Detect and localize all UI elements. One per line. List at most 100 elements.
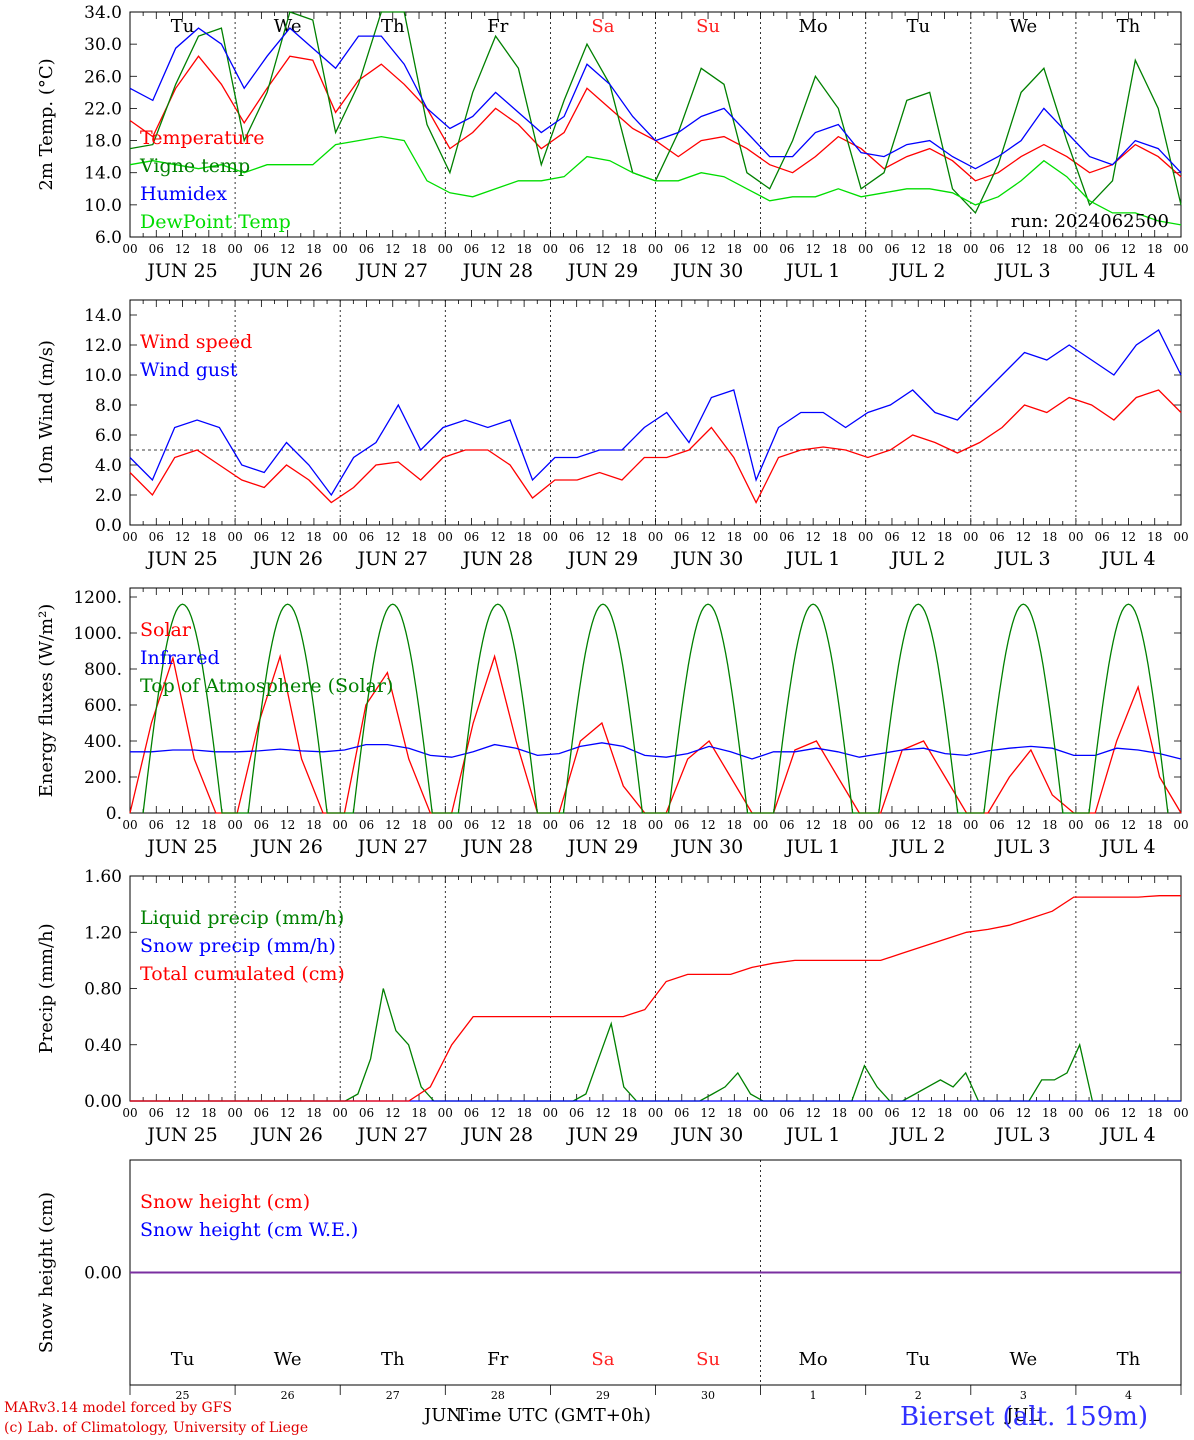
wind-hour-label: 00 <box>122 530 137 544</box>
temp-hour-label: 12 <box>280 242 295 256</box>
flux-hour-label: 06 <box>884 818 899 832</box>
wind-day-label: JUN 28 <box>461 548 533 570</box>
precip-hour-label: 00 <box>963 1106 978 1120</box>
flux-ytick-label: 1200. <box>73 588 122 608</box>
flux-hour-label: 12 <box>1121 818 1136 832</box>
temp-ytick-label: 6.0 <box>95 228 122 248</box>
temp-ytick-label: 14.0 <box>84 164 122 184</box>
model-credit: MARv3.14 model forced by GFS <box>4 1400 233 1416</box>
flux-hour-label: 00 <box>438 818 453 832</box>
flux-hour-label: 00 <box>122 818 137 832</box>
wind-hour-label: 00 <box>1068 530 1083 544</box>
wind-day-label: JUL 2 <box>889 548 945 570</box>
snow-ylabel: Snow height (cm) <box>36 1192 57 1353</box>
snow-day-number: 25 <box>176 1389 190 1402</box>
snow-day-number: 26 <box>281 1389 295 1402</box>
flux-hour-label: 12 <box>280 818 295 832</box>
flux-hour-label: 12 <box>595 818 610 832</box>
flux-hour-label: 06 <box>149 818 164 832</box>
temp-hour-label: 00 <box>1173 242 1188 256</box>
flux-hour-label: 12 <box>806 818 821 832</box>
snow-day-number: 27 <box>386 1389 400 1402</box>
flux-hour-label: 18 <box>1042 818 1057 832</box>
flux-hour-label: 00 <box>648 818 663 832</box>
precip-ytick-label: 1.20 <box>84 923 122 943</box>
temp-hour-label: 18 <box>937 242 952 256</box>
flux-hour-label: 12 <box>911 818 926 832</box>
precip-series-total-cumulated-cm- <box>130 895 1181 1102</box>
wind-hour-label: 12 <box>280 530 295 544</box>
wind-ytick-label: 10.0 <box>84 366 122 386</box>
snow-weekday-label: Mo <box>799 1349 828 1370</box>
snow-day-number: 28 <box>491 1389 505 1402</box>
wind-day-label: JUL 1 <box>784 548 840 570</box>
temp-hour-label: 18 <box>1042 242 1057 256</box>
temp-hour-label: 12 <box>1016 242 1031 256</box>
precip-series-liquid-precip-mm-h- <box>130 988 1181 1102</box>
snow-day-number: 2 <box>915 1389 922 1402</box>
snow-weekday-label: We <box>1010 1349 1038 1370</box>
run-label: run: 2024062500 <box>1011 211 1169 232</box>
wind-day-label: JUN 26 <box>250 548 322 570</box>
precip-hour-label: 06 <box>359 1106 374 1120</box>
precip-hour-label: 18 <box>937 1106 952 1120</box>
wind-hour-label: 12 <box>1016 530 1031 544</box>
wind-day-label: JUL 4 <box>1099 548 1155 570</box>
temp-day-label: JUN 26 <box>250 260 322 282</box>
temp-hour-label: 12 <box>385 242 400 256</box>
temp-ytick-label: 34.0 <box>84 3 122 23</box>
temp-hour-label: 06 <box>779 242 794 256</box>
wind-ytick-label: 12.0 <box>84 336 122 356</box>
precip-hour-label: 18 <box>411 1106 426 1120</box>
month-right: JUL <box>1006 1405 1041 1426</box>
wind-hour-label: 00 <box>438 530 453 544</box>
precip-legend-item: Total cumulated (cm) <box>140 963 345 985</box>
flux-hour-label: 06 <box>779 818 794 832</box>
temp-weekday-label: Fr <box>487 16 508 37</box>
wind-hour-label: 06 <box>569 530 584 544</box>
wind-hour-label: 06 <box>989 530 1004 544</box>
flux-hour-label: 06 <box>254 818 269 832</box>
flux-hour-label: 00 <box>858 818 873 832</box>
temp-hour-label: 12 <box>806 242 821 256</box>
temp-weekday-label: Su <box>696 16 720 37</box>
temp-day-label: JUL 1 <box>784 260 840 282</box>
flux-hour-label: 00 <box>1173 818 1188 832</box>
precip-day-label: JUN 30 <box>671 1124 743 1146</box>
precip-hour-label: 00 <box>543 1106 558 1120</box>
flux-day-label: JUN 30 <box>671 836 743 858</box>
flux-ytick-label: 400. <box>84 732 122 752</box>
flux-day-label: JUL 2 <box>889 836 945 858</box>
precip-day-label: JUN 29 <box>566 1124 638 1146</box>
wind-legend-item: Wind speed <box>140 331 252 353</box>
snow-weekday-label: Th <box>1117 1349 1141 1370</box>
flux-hour-label: 12 <box>1016 818 1031 832</box>
flux-hour-label: 00 <box>227 818 242 832</box>
temp-ylabel: 2m Temp. (°C) <box>36 58 57 190</box>
flux-hour-label: 18 <box>937 818 952 832</box>
lab-credit: (c) Lab. of Climatology, University of L… <box>4 1420 309 1436</box>
precip-hour-label: 12 <box>1016 1106 1031 1120</box>
snow-day-number: 29 <box>596 1389 610 1402</box>
snow-legend-item: Snow height (cm) <box>140 1191 310 1213</box>
flux-series-top-of-atmosphere-solar- <box>142 603 1169 814</box>
snow-weekday-label: Th <box>381 1349 405 1370</box>
temp-hour-label: 06 <box>464 242 479 256</box>
flux-day-label: JUN 29 <box>566 836 638 858</box>
wind-hour-label: 12 <box>385 530 400 544</box>
precip-hour-label: 12 <box>280 1106 295 1120</box>
flux-hour-label: 06 <box>989 818 1004 832</box>
wind-hour-label: 00 <box>963 530 978 544</box>
flux-day-label: JUN 25 <box>145 836 217 858</box>
flux-hour-label: 18 <box>1147 818 1162 832</box>
precip-hour-label: 12 <box>490 1106 505 1120</box>
precip-hour-label: 00 <box>227 1106 242 1120</box>
temp-series-dewpoint-temp <box>129 135 1182 226</box>
wind-hour-label: 18 <box>516 530 531 544</box>
temp-ytick-label: 18.0 <box>84 132 122 152</box>
precip-hour-label: 06 <box>254 1106 269 1120</box>
precip-hour-label: 18 <box>306 1106 321 1120</box>
flux-ylabel: Energy fluxes (W/m²) <box>36 604 57 798</box>
flux-legend-item: Infrared <box>140 647 220 669</box>
